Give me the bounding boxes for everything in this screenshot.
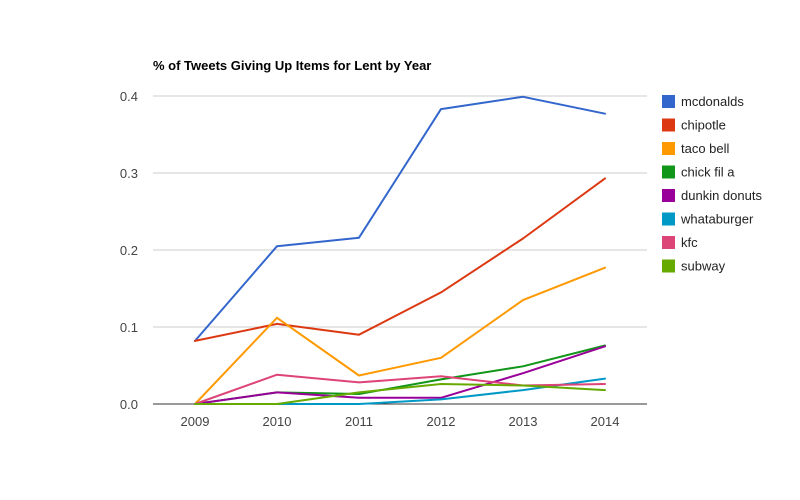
x-tick-label: 2010 — [263, 414, 292, 429]
series-line-mcdonalds — [194, 95, 606, 342]
legend-label: dunkin donuts — [681, 188, 762, 203]
legend-label: taco bell — [681, 141, 730, 156]
series-line-taco-bell — [194, 266, 606, 405]
chart-title: % of Tweets Giving Up Items for Lent by … — [153, 58, 431, 73]
series-line-kfc — [194, 373, 606, 405]
legend-label: mcdonalds — [681, 94, 744, 109]
x-tick-label: 2011 — [345, 414, 373, 429]
x-tick-label: 2009 — [181, 414, 210, 429]
series-lines — [194, 95, 606, 405]
legend: mcdonalds chipotle taco bell chick fil a dun… — [662, 94, 762, 274]
series-line-chipotle — [194, 177, 606, 342]
legend-label: whataburger — [680, 212, 754, 227]
legend-label: subway — [681, 259, 726, 274]
legend-swatch-whataburger — [662, 212, 675, 226]
legend-swatch-chipotle — [662, 118, 675, 132]
series-line-dunkin-donuts — [194, 345, 606, 405]
legend-label: kfc — [681, 235, 698, 250]
legend-swatch-chick-fil-a — [662, 165, 675, 179]
y-tick-label: 0.3 — [120, 166, 138, 181]
legend-swatch-taco-bell — [662, 142, 675, 155]
y-tick-label: 0.0 — [120, 397, 138, 412]
y-tick-label: 0.2 — [120, 243, 138, 258]
x-tick-label: 2014 — [591, 414, 620, 429]
legend-swatch-dunkin-donuts — [662, 189, 675, 202]
x-tick-label: 2013 — [509, 414, 538, 429]
x-axis-ticks: 2009 2010 2011 2012 2013 2014 — [181, 414, 620, 429]
legend-label: chipotle — [681, 118, 726, 133]
legend-swatch-kfc — [662, 236, 675, 249]
series-line-subway — [194, 383, 606, 405]
y-tick-label: 0.1 — [120, 320, 138, 335]
legend-swatch-subway — [662, 259, 675, 273]
legend-label: chick fil a — [681, 165, 735, 180]
x-tick-label: 2012 — [427, 414, 456, 429]
y-axis-ticks: 0.0 0.1 0.2 0.3 0.4 — [120, 89, 138, 412]
y-tick-label: 0.4 — [120, 89, 138, 104]
legend-swatch-mcdonalds — [662, 95, 675, 108]
